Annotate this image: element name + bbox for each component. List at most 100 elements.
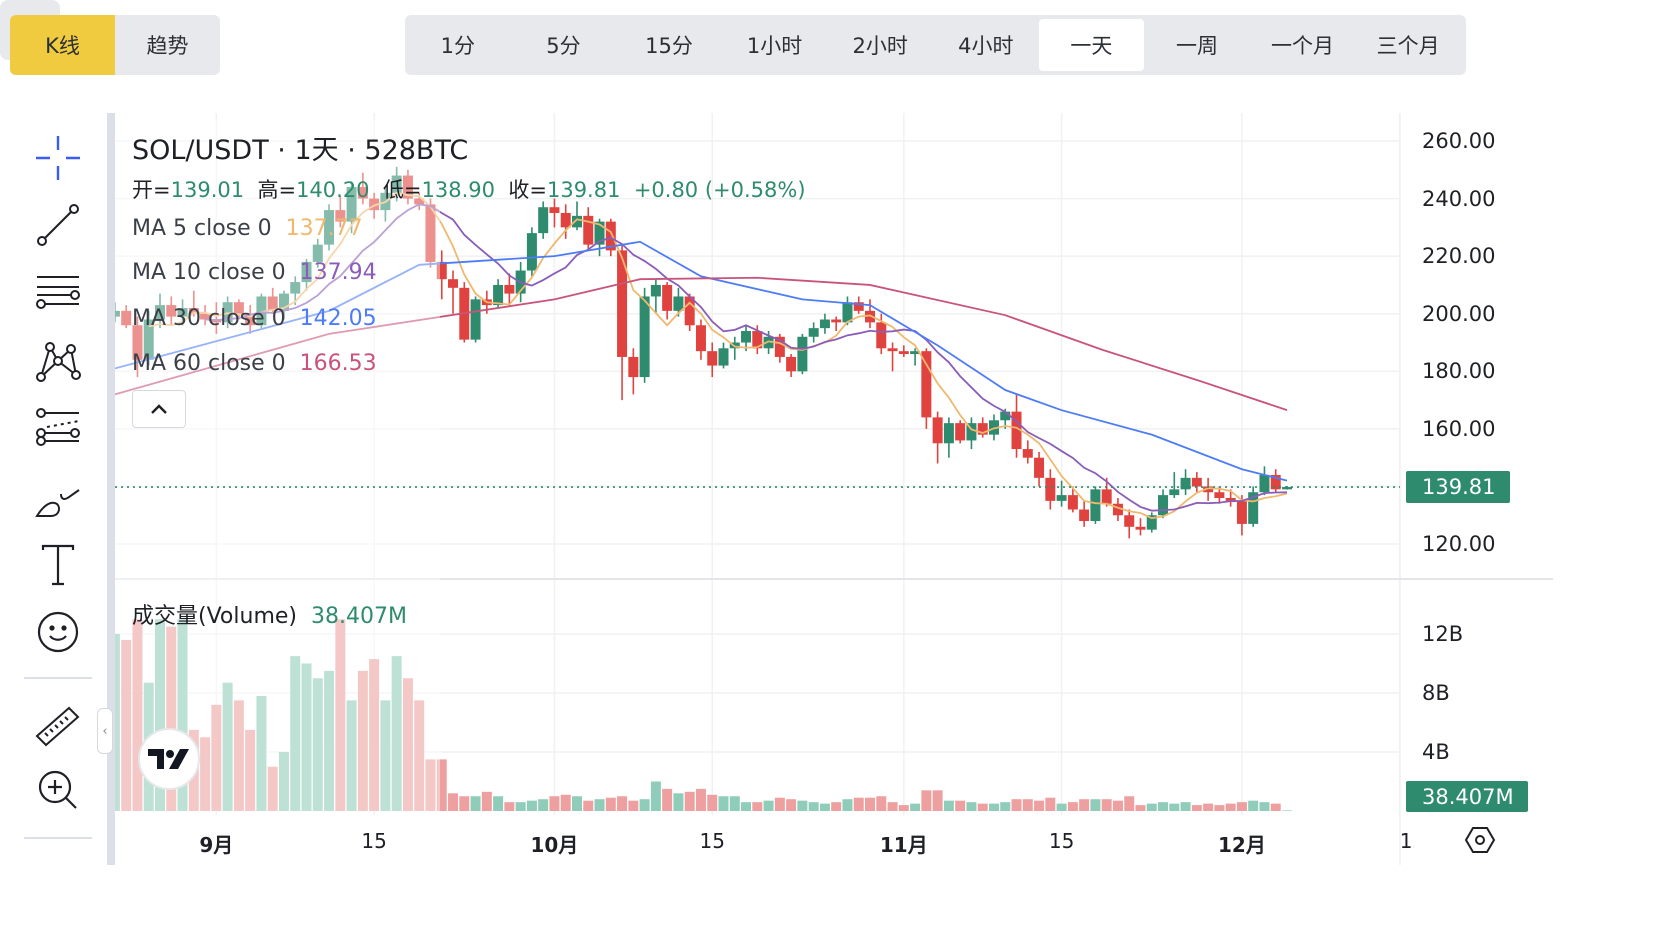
emoji-tool[interactable] [30, 604, 86, 660]
volume-bar [898, 805, 909, 811]
tradingview-logo[interactable] [138, 728, 200, 790]
brush-tool[interactable] [30, 469, 86, 525]
timeframe-tab[interactable]: 15分 [645, 34, 693, 58]
candle-body [346, 187, 357, 222]
candle-body [605, 221, 616, 251]
ma-value: 137.77 [285, 216, 363, 241]
chart-settings-button[interactable] [1464, 824, 1496, 856]
time-axis-label: 12月 [1217, 833, 1266, 857]
crosshair-tool[interactable] [30, 130, 86, 186]
candle-body [301, 261, 312, 283]
timeframe-tab[interactable]: 一个月 [1271, 34, 1335, 58]
horizontal-lines-icon [36, 276, 80, 309]
candle-body [865, 310, 876, 323]
volume-bar [1203, 803, 1214, 811]
volume-bar [132, 619, 143, 811]
volume-bar [797, 800, 808, 811]
candle-body [526, 233, 537, 271]
candle-body [155, 305, 165, 320]
candle-body [774, 336, 785, 357]
timeframe-tab[interactable]: 1分 [440, 34, 475, 58]
candle-body [504, 284, 515, 294]
volume-bar [1090, 799, 1101, 811]
ma-label: MA 60 close 0 [132, 351, 286, 376]
timeframe-tab[interactable]: 一周 [1175, 34, 1218, 58]
ruler-icon [35, 706, 80, 747]
volume-bar [831, 802, 842, 811]
volume-bar [256, 695, 267, 811]
candle-body [1236, 500, 1247, 524]
timeframe-tab[interactable]: 三个月 [1376, 34, 1440, 58]
timeframe-tab[interactable]: 4小时 [958, 34, 1014, 58]
candle-body [1259, 474, 1270, 493]
candle-body [324, 210, 335, 245]
timeframe-tab[interactable]: 2小时 [852, 34, 908, 58]
trend-line-tool[interactable] [30, 197, 86, 253]
volume-bar [1236, 802, 1247, 811]
candle-body [955, 423, 966, 441]
timeframe-tab[interactable]: 5分 [546, 34, 581, 58]
volume-bar [977, 803, 988, 811]
text-tool[interactable] [30, 537, 86, 593]
volume-label: 成交量(Volume) [132, 604, 297, 629]
settings-icon [1464, 827, 1496, 853]
measure-tool[interactable] [30, 697, 86, 753]
volume-bar [932, 790, 943, 811]
candle-body [177, 307, 188, 317]
high-label: 高= [257, 178, 297, 202]
ma-label: MA 10 close 0 [132, 260, 286, 285]
chevron-up-icon [151, 404, 167, 414]
price-axis-label: 160.00 [1422, 416, 1496, 441]
volume-bar [222, 682, 233, 811]
ma5-line [148, 191, 1288, 520]
pattern-tool[interactable] [30, 332, 86, 388]
volume-bar [1180, 802, 1191, 811]
candle-body [808, 328, 819, 337]
time-axis-label: 9月 [199, 833, 234, 857]
timeframe-tab[interactable]: 1小时 [746, 34, 803, 58]
volume-bar [741, 802, 752, 811]
candle-body [1180, 477, 1191, 490]
ma-label: MA 5 close 0 [132, 216, 272, 241]
candle-body [538, 207, 549, 234]
zoom-tool[interactable] [30, 762, 86, 818]
ma30-line [115, 240, 1288, 482]
volume-bar [594, 799, 605, 811]
volume-bar [1169, 803, 1180, 811]
tab-kline[interactable]: K线 [10, 15, 115, 75]
volume-bar [211, 704, 222, 811]
volume-bar [1191, 805, 1202, 811]
ma60-line [115, 276, 1288, 411]
fib-tool[interactable] [30, 400, 86, 456]
timeframe-tab[interactable]: 一天 [1038, 19, 1145, 71]
volume-bar [865, 797, 876, 811]
volume-bar [628, 800, 639, 811]
candle-body [977, 423, 988, 435]
volume-bar [910, 803, 921, 811]
volume-bar [763, 800, 774, 811]
volume-bar [1000, 802, 1011, 811]
collapse-legend-button[interactable] [132, 390, 186, 428]
volume-bar [808, 802, 819, 811]
tab-trend[interactable]: 趋势 [146, 34, 189, 58]
candle-body [357, 187, 368, 199]
volume-bar [1079, 799, 1090, 811]
volume-bar [1112, 800, 1123, 811]
ohlc-readout: 开=139.01 高=140.20 低=138.90 收=139.81 +0.8… [132, 174, 806, 204]
candle-body [1112, 503, 1123, 516]
volume-value: 38.407M [311, 604, 407, 629]
candle-body [1101, 489, 1112, 504]
candle-body [1191, 477, 1202, 487]
candle-body [786, 356, 797, 372]
volume-bar [470, 796, 481, 811]
brush-icon [35, 489, 80, 517]
candle-body [256, 296, 267, 326]
volume-bar [1067, 802, 1078, 811]
volume-bar [448, 793, 459, 811]
parallel-lines-tool[interactable] [30, 264, 86, 320]
volume-bar [155, 619, 165, 811]
collapse-toolbar-button[interactable]: ‹ [97, 708, 113, 754]
volume-bar [493, 796, 504, 811]
volume-bar [1282, 810, 1292, 811]
